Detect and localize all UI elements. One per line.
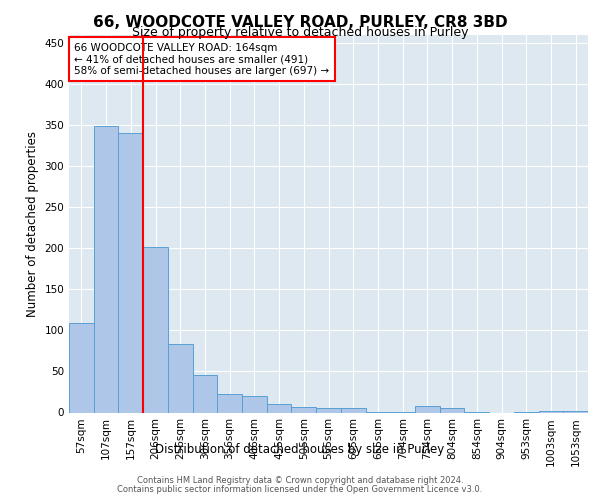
Bar <box>440 408 464 412</box>
Text: Size of property relative to detached houses in Purley: Size of property relative to detached ho… <box>132 26 468 39</box>
Text: 66 WOODCOTE VALLEY ROAD: 164sqm
← 41% of detached houses are smaller (491)
58% o: 66 WOODCOTE VALLEY ROAD: 164sqm ← 41% of… <box>74 42 329 76</box>
Bar <box>94 126 118 412</box>
Bar <box>168 344 193 412</box>
Bar <box>242 396 267 412</box>
Text: Contains public sector information licensed under the Open Government Licence v3: Contains public sector information licen… <box>118 485 482 494</box>
Text: 66, WOODCOTE VALLEY ROAD, PURLEY, CR8 3BD: 66, WOODCOTE VALLEY ROAD, PURLEY, CR8 3B… <box>92 15 508 30</box>
Bar <box>118 132 143 412</box>
Bar <box>69 323 94 412</box>
Bar <box>341 408 365 412</box>
Y-axis label: Number of detached properties: Number of detached properties <box>26 130 39 317</box>
Bar <box>143 246 168 412</box>
Bar <box>267 404 292 412</box>
Text: Distribution of detached houses by size in Purley: Distribution of detached houses by size … <box>155 442 445 456</box>
Bar <box>193 375 217 412</box>
Bar <box>217 394 242 412</box>
Bar <box>415 406 440 412</box>
Bar <box>292 407 316 412</box>
Bar <box>316 408 341 412</box>
Bar <box>563 411 588 412</box>
Bar <box>539 411 563 412</box>
Text: Contains HM Land Registry data © Crown copyright and database right 2024.: Contains HM Land Registry data © Crown c… <box>137 476 463 485</box>
